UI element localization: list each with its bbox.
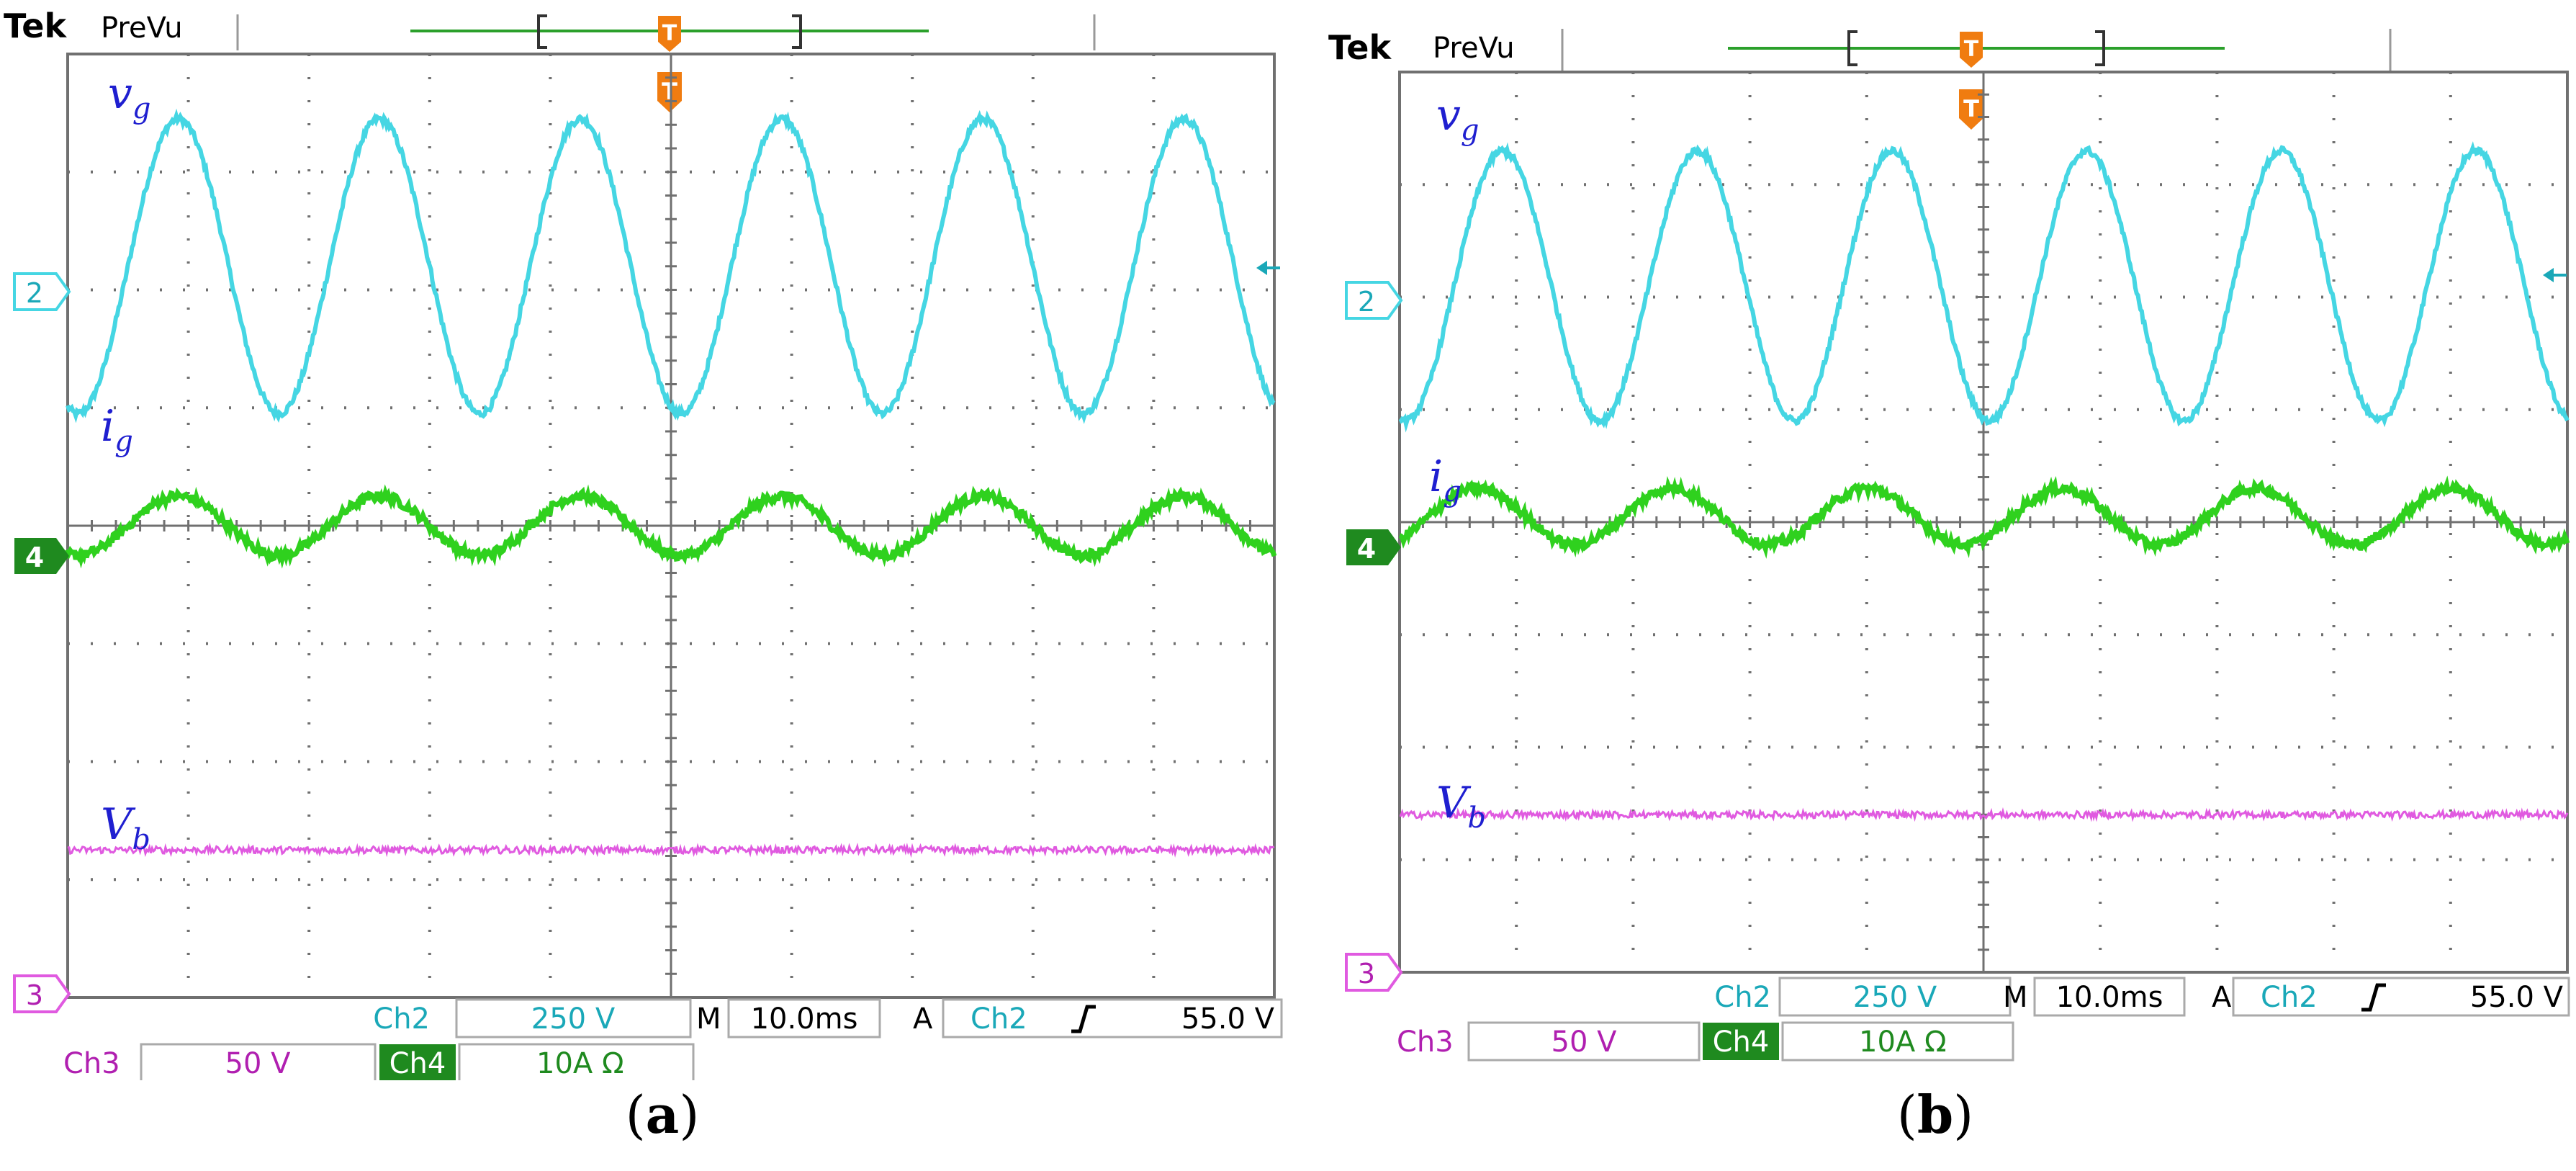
- svg-text:4: 4: [1357, 533, 1376, 565]
- trace-vg: [66, 108, 1276, 424]
- svg-text:4: 4: [25, 542, 44, 573]
- scope-panel-a: Tek PreVu T T vg ig Vb 2 4: [4, 6, 1283, 1145]
- figure-caption-a: (a): [625, 1084, 700, 1145]
- ch3-label: Ch3: [1397, 1026, 1454, 1059]
- svg-text:T: T: [1963, 95, 1979, 122]
- trigger-point-icon: T: [1959, 89, 1983, 130]
- trigger-position-icon: T: [658, 16, 681, 52]
- ch4-label: Ch4: [1713, 1026, 1770, 1059]
- trigger-mode-prefix: A: [913, 1002, 933, 1036]
- trigger-level: 55.0 V: [1181, 1002, 1275, 1036]
- ch3-label: Ch3: [63, 1047, 120, 1080]
- label-ig: ig: [101, 401, 133, 458]
- ch3-scale: 50 V: [225, 1047, 292, 1080]
- ch3-scale: 50 V: [1552, 1026, 1618, 1059]
- mode-label: PreVu: [1433, 32, 1515, 65]
- svg-text:3: 3: [1358, 958, 1375, 990]
- ch2-level-arrow-icon: [1256, 261, 1280, 275]
- trigger-mode-prefix: A: [2212, 981, 2232, 1014]
- ch2-label: Ch2: [373, 1002, 430, 1036]
- label-vg: vg: [1436, 90, 1480, 147]
- ch4-scale: 10A Ω: [536, 1047, 624, 1080]
- ch4-scale: 10A Ω: [1859, 1026, 1947, 1059]
- timebase-prefix: M: [696, 1002, 721, 1036]
- svg-text:2: 2: [26, 277, 43, 309]
- trace-ig: [1399, 475, 2570, 560]
- trace-vg: [1398, 141, 2570, 433]
- timebar-bracket-left: [1847, 30, 1857, 66]
- ch3-marker: 3: [13, 974, 71, 1013]
- label-ig: ig: [1429, 452, 1462, 508]
- oscilloscope-screen-a: Tek PreVu T T vg ig Vb 2 4: [4, 6, 1283, 1080]
- brand-label: Tek: [1328, 28, 1392, 67]
- timebase-box: [2033, 977, 2186, 1017]
- ch2-marker: 2: [13, 272, 71, 311]
- trigger-level: 55.0 V: [2470, 981, 2564, 1014]
- mode-label: PreVu: [101, 12, 183, 45]
- ch2-scale: 250 V: [1853, 981, 1937, 1014]
- ch2-scale-box: [455, 998, 692, 1038]
- trace-vb: [1399, 807, 2569, 822]
- trace-ig: [65, 484, 1277, 569]
- svg-text:3: 3: [26, 979, 43, 1011]
- trigger-position-icon: T: [1960, 32, 1983, 68]
- label-vb: Vb: [101, 799, 150, 856]
- svg-text:T: T: [662, 78, 677, 105]
- ch3-scale-box: [140, 1043, 377, 1080]
- timebar-bracket-right: [2095, 30, 2105, 66]
- trigger-source: Ch2: [970, 1002, 1027, 1036]
- ch2-label: Ch2: [1714, 981, 1771, 1014]
- timebase-box: [727, 998, 881, 1038]
- scope-panel-b: Tek PreVu T T vg ig Vb 2 4 3: [1325, 0, 2576, 1171]
- ch4-scale-box: [458, 1043, 695, 1080]
- trace-vb: [67, 842, 1275, 858]
- ch3-scale-box: [1467, 1021, 1701, 1062]
- timebar-bracket-right: [792, 14, 802, 49]
- timebase: 10.0ms: [2056, 981, 2163, 1014]
- figure-caption-b: (b): [1896, 1084, 1974, 1145]
- graticule: [66, 53, 1276, 999]
- ch4-marker: 4: [1346, 529, 1401, 565]
- timebase-prefix: M: [2003, 981, 2028, 1014]
- ch4-label: Ch4: [389, 1047, 446, 1080]
- ch4-label-box: [1703, 1023, 1779, 1060]
- timebase: 10.0ms: [751, 1002, 858, 1036]
- ch2-level-arrow-icon: [2543, 268, 2567, 282]
- trigger-box: [2232, 977, 2570, 1017]
- ch2-marker: 2: [1345, 281, 1403, 320]
- rising-edge-icon: [1071, 1005, 1096, 1033]
- brand-label: Tek: [4, 6, 67, 45]
- svg-text:T: T: [1964, 37, 1979, 62]
- label-vg: vg: [108, 68, 151, 125]
- oscilloscope-screen-b: Tek PreVu T T vg ig Vb 2 4 3: [1328, 28, 2570, 1062]
- svg-text:2: 2: [1358, 286, 1375, 318]
- svg-text:T: T: [662, 21, 677, 46]
- ch2-scale-box: [1778, 977, 2012, 1017]
- ch4-label-box: [379, 1044, 456, 1080]
- ch3-marker: 3: [1345, 953, 1403, 992]
- graticule: [1398, 71, 2569, 974]
- rising-edge-icon: [2361, 983, 2386, 1012]
- ch4-scale-box: [1781, 1021, 2014, 1062]
- label-vb: Vb: [1436, 778, 1486, 835]
- trigger-source: Ch2: [2261, 981, 2318, 1014]
- ch4-marker: 4: [14, 538, 69, 574]
- ch2-scale: 250 V: [531, 1002, 616, 1036]
- trigger-box: [942, 998, 1283, 1038]
- timebar-bracket-left: [537, 14, 547, 49]
